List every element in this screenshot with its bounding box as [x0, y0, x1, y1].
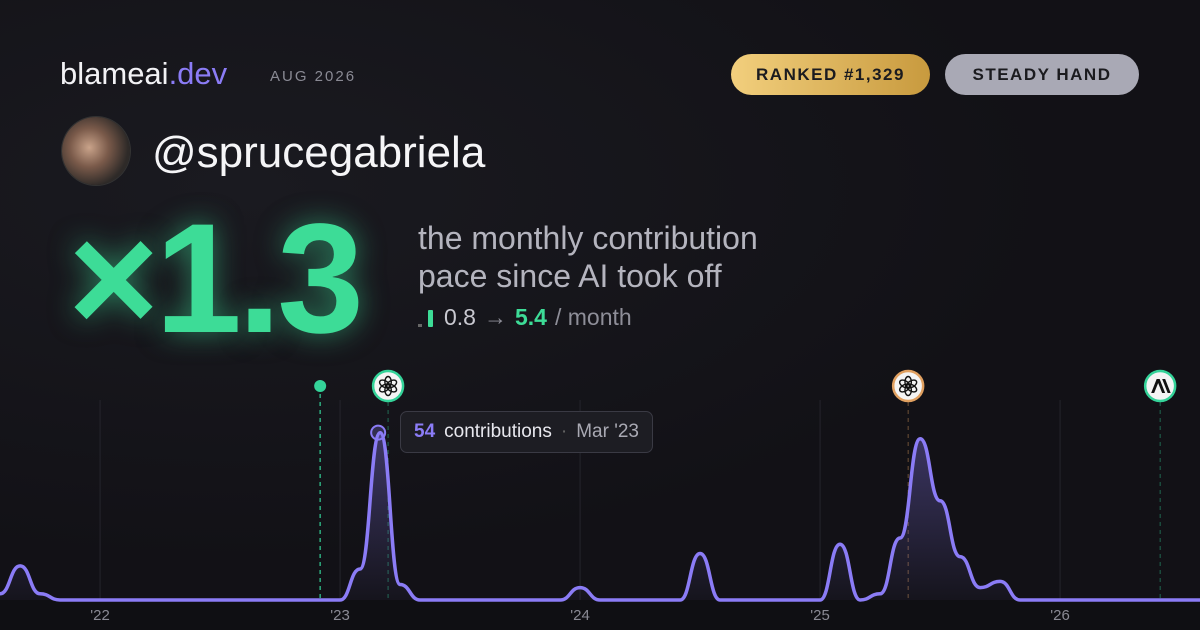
logo-part: [1151, 379, 1171, 393]
pace-from: 0.8: [444, 304, 476, 330]
style-badge: STEADY HAND: [945, 54, 1139, 95]
event-icon: [891, 369, 925, 403]
event-logo: [898, 375, 918, 397]
area: [0, 432, 1200, 600]
pace-arrow: →: [483, 304, 507, 330]
pace-unit: / month: [554, 304, 632, 330]
logo-part: [378, 379, 391, 389]
brand-name: blameai: [60, 56, 169, 91]
x-tick-label: '22: [90, 607, 110, 624]
chart: '22 '23 '24 '25 '26: [0, 369, 1200, 630]
pace-icon: [418, 309, 433, 327]
username: @sprucegabriela: [152, 128, 486, 177]
multiplier: ×1.3: [68, 192, 364, 366]
tooltip: 54 contributions · Mar '23: [400, 411, 653, 453]
x-tick-label: '25: [810, 607, 830, 624]
event-logo: [1151, 379, 1171, 393]
period: AUG 2026: [270, 68, 357, 85]
line: [0, 430, 1200, 602]
x-tick-label: '23: [330, 607, 350, 624]
pace-to: 5.4: [514, 304, 547, 330]
description-line: the monthly contribution: [418, 220, 758, 256]
rank-badge: RANKED #1,329: [731, 54, 930, 95]
event-icon: [371, 369, 405, 403]
x-tick-label: '26: [1050, 607, 1070, 624]
axis-band: [0, 600, 1200, 630]
x-tick-label: '24: [570, 607, 590, 624]
tooltip-label: contributions: [444, 421, 552, 442]
avatar: [62, 117, 130, 185]
highlight-point: [370, 424, 387, 441]
brand: blameai.dev: [60, 56, 227, 92]
logo-part: [898, 379, 911, 389]
event-logo: [378, 375, 398, 397]
pace: 0.8 → 5.4 / month: [418, 304, 632, 331]
brand-tld: .dev: [168, 56, 228, 91]
tooltip-date: Mar '23: [576, 421, 639, 442]
description-line: pace since AI took off: [418, 258, 722, 294]
event-dot: [314, 380, 327, 392]
tooltip-sep: ·: [560, 421, 568, 442]
tooltip-value: 54: [414, 421, 436, 442]
